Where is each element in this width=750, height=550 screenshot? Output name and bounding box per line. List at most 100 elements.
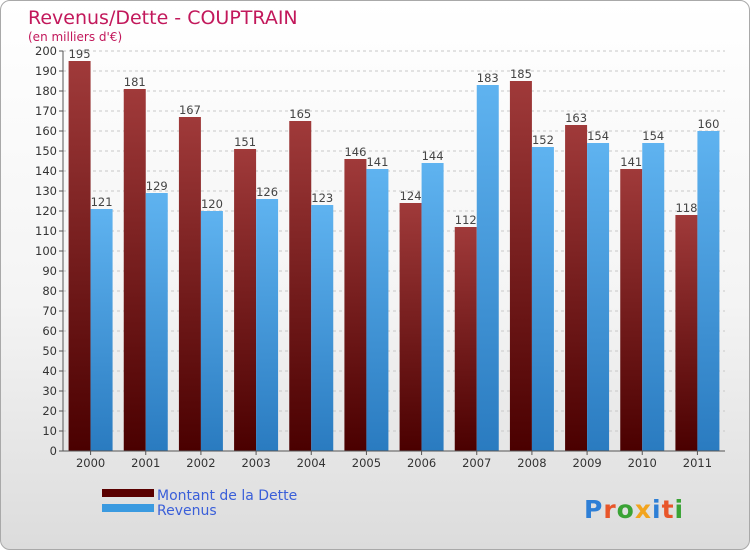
- y-axis: 0 10 20 30 40 50 60 70 80 90 100 110 120 130 140 150 160…: [35, 44, 63, 458]
- x-tick-label: 2001: [131, 456, 160, 470]
- debt-bar: [675, 215, 697, 451]
- revenus-bar-value-label: 123: [311, 191, 333, 205]
- debt-bar: [124, 89, 146, 451]
- y-tick-label: 140: [35, 164, 57, 178]
- logo-letter: o: [617, 495, 635, 524]
- debt-bar: [620, 169, 642, 451]
- revenus-bar: [201, 211, 223, 451]
- revenus-bar: [422, 163, 444, 451]
- x-axis: 2000 2001 2002 2003 2004 2005 2006 2007 2008 2009…: [63, 451, 725, 470]
- revenus-bar-value-label: 152: [532, 133, 554, 147]
- revenus-bar: [532, 147, 554, 451]
- y-tick-label: 160: [35, 124, 57, 138]
- debt-bar-value-label: 112: [455, 213, 477, 227]
- y-tick-label: 80: [42, 284, 57, 298]
- revenus-bar: [311, 205, 333, 451]
- revenus-bar: [146, 193, 168, 451]
- logo-text: Proxiti: [584, 495, 684, 524]
- revenus-bar-value-label: 154: [587, 129, 609, 143]
- revenus-bar-value-label: 129: [146, 179, 168, 193]
- x-tick-label: 2010: [628, 456, 657, 470]
- bars: [69, 61, 720, 451]
- debt-bar: [400, 203, 422, 451]
- chart-title: Revenus/Dette - COUPTRAIN: [28, 7, 298, 29]
- y-tick-label: 60: [42, 324, 57, 338]
- debt-bar: [289, 121, 311, 451]
- revenus-bar: [642, 143, 664, 451]
- revenus-bar-value-label: 154: [642, 129, 664, 143]
- y-tick-label: 200: [35, 44, 57, 58]
- debt-bar-value-label: 163: [565, 111, 587, 125]
- x-tick-label: 2011: [683, 456, 712, 470]
- x-tick-label: 2008: [517, 456, 546, 470]
- debt-bar-value-label: 181: [124, 75, 146, 89]
- legend: Montant de la Dette Revenus: [102, 488, 297, 519]
- y-tick-label: 190: [35, 64, 57, 78]
- debt-bar: [455, 227, 477, 451]
- bar-chart: Revenus/Dette - COUPTRAIN (en milliers d…: [1, 1, 750, 550]
- y-tick-label: 100: [35, 244, 57, 258]
- revenus-bar-value-label: 120: [201, 197, 223, 211]
- revenus-bar: [256, 199, 278, 451]
- debt-bar-value-label: 167: [179, 103, 201, 117]
- y-tick-label: 0: [50, 444, 57, 458]
- revenus-bar-value-label: 144: [422, 149, 444, 163]
- y-tick-label: 120: [35, 204, 57, 218]
- debt-bar-value-label: 195: [69, 47, 91, 61]
- logo-letter: P: [584, 495, 603, 524]
- y-tick-label: 90: [42, 264, 57, 278]
- x-tick-label: 2003: [241, 456, 270, 470]
- revenus-bar-value-label: 183: [477, 71, 499, 85]
- logo-letter: i: [675, 495, 685, 524]
- legend-swatch-debt: [102, 489, 154, 497]
- debt-bar: [565, 125, 587, 451]
- y-tick-label: 20: [42, 404, 57, 418]
- logo-letter: t: [662, 495, 675, 524]
- legend-swatch-revenus: [102, 504, 154, 512]
- revenus-bar-value-label: 160: [697, 117, 719, 131]
- y-tick-label: 170: [35, 104, 57, 118]
- y-tick-label: 130: [35, 184, 57, 198]
- x-tick-label: 2004: [297, 456, 326, 470]
- y-tick-label: 50: [42, 344, 57, 358]
- logo-letter: x: [635, 495, 652, 524]
- x-tick-label: 2002: [186, 456, 215, 470]
- debt-bar-value-label: 124: [400, 189, 422, 203]
- chart-subtitle: (en milliers d'€): [28, 30, 122, 44]
- debt-bar-value-label: 146: [344, 145, 366, 159]
- revenus-bar-value-label: 121: [91, 195, 113, 209]
- debt-bar: [510, 81, 532, 451]
- revenus-bar: [587, 143, 609, 451]
- debt-bar-value-label: 141: [620, 155, 642, 169]
- y-tick-label: 30: [42, 384, 57, 398]
- revenus-bar-value-label: 141: [366, 155, 388, 169]
- debt-bar-value-label: 185: [510, 67, 532, 81]
- revenus-bar: [366, 169, 388, 451]
- y-tick-label: 110: [35, 224, 57, 238]
- x-tick-label: 2000: [76, 456, 105, 470]
- x-tick-label: 2007: [462, 456, 491, 470]
- x-tick-label: 2005: [352, 456, 381, 470]
- x-tick-label: 2006: [407, 456, 436, 470]
- debt-bar-value-label: 118: [675, 201, 697, 215]
- debt-bar-value-label: 165: [289, 107, 311, 121]
- debt-bar: [179, 117, 201, 451]
- proxiti-logo: Proxiti: [584, 495, 684, 524]
- y-tick-label: 40: [42, 364, 57, 378]
- revenus-bar: [697, 131, 719, 451]
- y-tick-label: 70: [42, 304, 57, 318]
- debt-bar-value-label: 151: [234, 135, 256, 149]
- revenus-bar-value-label: 126: [256, 185, 278, 199]
- legend-label-debt: Montant de la Dette: [157, 488, 297, 504]
- revenus-bar: [91, 209, 113, 451]
- x-tick-label: 2009: [572, 456, 601, 470]
- y-tick-label: 150: [35, 144, 57, 158]
- legend-label-revenus: Revenus: [157, 503, 217, 519]
- logo-letter: r: [603, 495, 616, 524]
- logo-letter: i: [652, 495, 662, 524]
- debt-bar: [344, 159, 366, 451]
- y-tick-label: 10: [42, 424, 57, 438]
- debt-bar: [69, 61, 91, 451]
- revenus-bar: [477, 85, 499, 451]
- debt-bar: [234, 149, 256, 451]
